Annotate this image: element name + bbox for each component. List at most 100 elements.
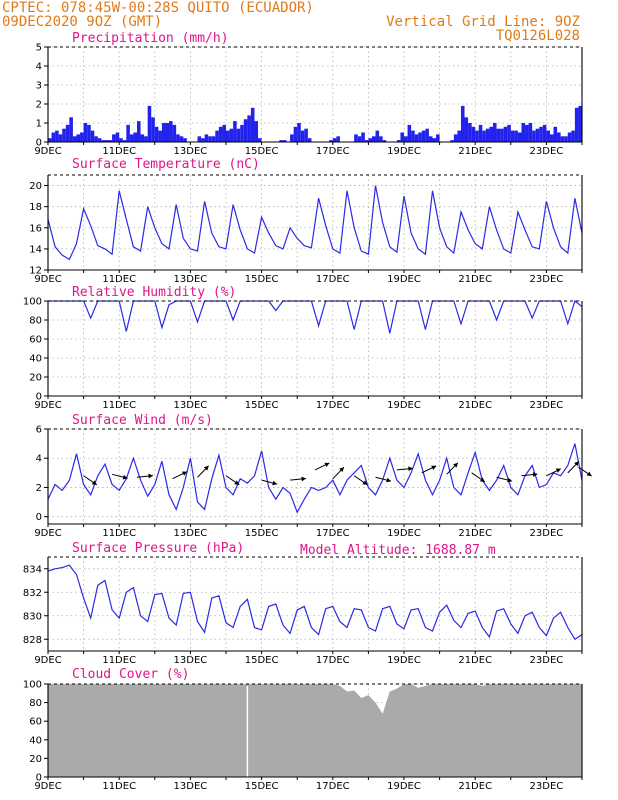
precip-bar	[500, 128, 504, 142]
wind-arrow-head	[586, 471, 592, 477]
precip-bar	[404, 136, 408, 142]
x-tick-label: 9DEC	[34, 146, 61, 157]
wind-arrow-head	[234, 480, 240, 485]
precip-bar	[158, 130, 162, 142]
precip-bar	[137, 121, 141, 142]
x-tick-label: 17DEC	[316, 274, 350, 285]
wind-arrow	[225, 475, 240, 486]
precip-bar	[169, 121, 173, 142]
wind-arrow-head	[507, 477, 513, 483]
x-tick-label: 23DEC	[530, 655, 564, 666]
wind-arrow	[261, 479, 278, 486]
rh-title: Relative Humidity (%)	[72, 285, 236, 300]
wind-arrow-head	[339, 467, 344, 473]
y-tick-label: 1	[36, 119, 42, 130]
wind-arrow	[197, 465, 210, 478]
precip-bar	[55, 130, 59, 142]
precip-title: Precipitation (mm/h)	[72, 31, 229, 46]
cloud-title: Cloud Cover (%)	[72, 667, 189, 682]
precip-bar	[240, 124, 244, 142]
y-tick-label: 834	[23, 564, 42, 575]
y-tick-label: 20	[29, 754, 42, 765]
wind-arrow-head	[479, 477, 485, 482]
x-tick-label: 11DEC	[102, 146, 136, 157]
y-tick-label: 0	[36, 773, 42, 784]
precip-bar	[528, 123, 533, 142]
precip-bar	[414, 134, 419, 142]
x-tick-label: 23DEC	[530, 528, 564, 539]
y-tick-label: 3	[36, 81, 42, 92]
precip-bar	[336, 136, 340, 142]
precip-bar	[247, 115, 251, 142]
wind-arrow	[172, 471, 188, 480]
y-tick-label: 100	[23, 297, 42, 308]
precip-bar	[229, 128, 234, 142]
wind-arrow	[83, 475, 98, 486]
wind-arrow-head	[272, 480, 278, 486]
precip-bar	[535, 128, 540, 142]
x-tick-label: 13DEC	[174, 781, 208, 792]
precip-bar	[51, 132, 56, 142]
wind-arrow	[521, 472, 538, 477]
precip-bar	[493, 123, 497, 142]
precip-bar	[197, 136, 202, 142]
precip-bar	[65, 124, 70, 142]
precip-bar	[161, 123, 166, 142]
precip-bar	[375, 130, 380, 142]
precip-bar	[300, 130, 305, 142]
y-tick-label: 830	[23, 611, 42, 622]
precip-bar	[204, 134, 209, 142]
wind-arrow-head	[408, 466, 413, 472]
precip-bar	[485, 128, 490, 142]
x-tick-label: 15DEC	[245, 781, 279, 792]
rh-panel: Relative Humidity (%) 0 20 40 60 80 100 9DEC 11D…	[23, 285, 583, 411]
wind-arrow	[136, 473, 153, 479]
wind-arrow	[496, 476, 513, 483]
x-tick-label: 19DEC	[387, 274, 421, 285]
y-tick-label: 5	[36, 43, 42, 54]
precip-bar	[489, 126, 493, 142]
precip-bar	[329, 140, 333, 142]
header-date: 09DEC2020 9OZ (GMT)	[2, 14, 162, 30]
precip-bar	[457, 130, 461, 142]
x-tick-label: 9DEC	[34, 655, 61, 666]
precip-bar	[357, 136, 362, 142]
precip-bar	[411, 130, 415, 142]
x-tick-label: 17DEC	[316, 146, 350, 157]
precip-bar	[165, 123, 170, 142]
precip-bar	[496, 128, 501, 142]
precip-bar	[503, 126, 508, 142]
wind-arrow-head	[574, 461, 579, 467]
wind-arrow	[332, 466, 345, 480]
precip-bar	[332, 138, 337, 142]
precip-bar	[571, 130, 575, 142]
wind-arrow	[396, 466, 413, 472]
precip-bar	[464, 117, 469, 142]
precip-bar	[48, 138, 52, 142]
precip-bar	[564, 136, 568, 142]
precip-bar	[80, 132, 84, 142]
precip-bar	[233, 121, 237, 142]
precip-bar	[574, 107, 579, 142]
precip-bar	[514, 130, 518, 142]
x-tick-label: 23DEC	[530, 146, 564, 157]
precip-bar	[133, 132, 137, 142]
precip-bar	[567, 132, 572, 142]
precip-bar	[236, 128, 241, 142]
x-tick-label: 21DEC	[458, 528, 492, 539]
precip-bar	[510, 130, 515, 142]
precip-bar	[354, 134, 358, 142]
wind-line	[47, 443, 583, 514]
header-location: CPTEC: 078:45W-00:28S QUITO (ECUADOR)	[2, 0, 314, 16]
precip-bar	[108, 140, 113, 142]
y-tick-label: 12	[29, 266, 42, 277]
precip-bar	[279, 140, 283, 142]
precip-bar	[507, 124, 511, 142]
wind-arrow	[578, 466, 592, 477]
precip-panel: Precipitation (mm/h) 0 1 2 3 4 5 9DEC 11DEC 13DEC…	[34, 31, 583, 157]
wind-arrow-head	[453, 462, 458, 468]
y-tick-label: 16	[29, 223, 42, 234]
precip-bar	[421, 130, 426, 142]
precip-bar	[379, 136, 383, 142]
x-tick-label: 23DEC	[530, 781, 564, 792]
